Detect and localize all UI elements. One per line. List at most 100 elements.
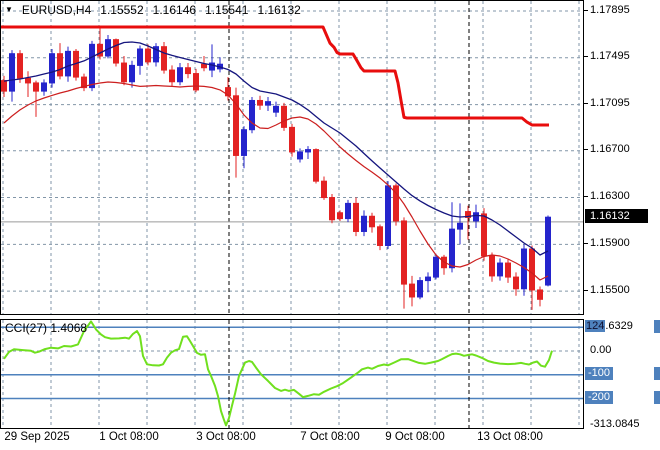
cci-max-label-rest: .6329 bbox=[605, 319, 633, 332]
price-axis-label: 1.15500 bbox=[590, 283, 630, 296]
price-axis-tick bbox=[584, 196, 588, 198]
candle-body bbox=[209, 62, 215, 71]
candle-body bbox=[89, 43, 95, 89]
price-axis-label: 1.16700 bbox=[590, 143, 630, 156]
candle-body bbox=[129, 64, 135, 83]
candle-body bbox=[145, 48, 151, 63]
cci-indicator-label: CCI(27) 1.4068 bbox=[5, 321, 88, 335]
candle-body bbox=[25, 77, 31, 84]
candle-body bbox=[425, 276, 431, 282]
candle-body bbox=[497, 262, 503, 277]
price-axis-label: 1.17495 bbox=[590, 50, 630, 63]
candle-body bbox=[249, 99, 255, 131]
cci-max-label: 124.6329 bbox=[585, 319, 633, 333]
candle-body bbox=[353, 202, 359, 232]
price-axis-label: 1.17895 bbox=[590, 3, 630, 16]
candle-body bbox=[505, 262, 511, 278]
sar-step-line bbox=[1, 25, 549, 127]
candle-body bbox=[361, 215, 367, 232]
ma-slow-line bbox=[3, 41, 549, 256]
chart-header: ▼ EURUSD,H4 1.15552 1.16146 1.15541 1.16… bbox=[5, 3, 301, 17]
candle-body bbox=[513, 276, 519, 290]
candle-body bbox=[81, 76, 87, 89]
candle-body bbox=[321, 180, 327, 199]
ma-fast-line bbox=[3, 81, 549, 281]
candle-body bbox=[265, 101, 271, 106]
cci-line bbox=[3, 320, 553, 427]
candle-body bbox=[17, 53, 23, 79]
price-axis-label: 1.17095 bbox=[590, 97, 630, 110]
main-chart-pane bbox=[0, 0, 584, 315]
candle-body bbox=[385, 185, 391, 247]
cci-level-edge-tick bbox=[654, 367, 660, 381]
cci-level-edge-tick bbox=[654, 391, 660, 404]
candle-body bbox=[297, 151, 303, 160]
time-axis[interactable]: 29 Sep 2025 1 Oct 08:00 3 Oct 08:00 7 Oct 0… bbox=[0, 429, 660, 449]
time-axis-label: 7 Oct 08:00 bbox=[300, 431, 360, 443]
candle-body bbox=[65, 50, 71, 77]
price-axis-tick bbox=[584, 289, 588, 291]
candle-body bbox=[257, 99, 263, 106]
price-axis-tick bbox=[584, 56, 588, 58]
cci-level-minus200-badge: -200 bbox=[585, 391, 614, 404]
price-axis[interactable]: 1.17895 1.17495 1.17095 1.16700 1.16300 1.159… bbox=[584, 0, 660, 430]
candle-body bbox=[9, 53, 15, 92]
price-axis-label: 1.16300 bbox=[590, 190, 630, 203]
cci-zero-label: 0.00 bbox=[590, 343, 612, 356]
candle-body bbox=[1, 80, 7, 92]
open-value: 1.15552 bbox=[100, 3, 144, 17]
candle-body bbox=[481, 213, 487, 257]
low-value: 1.15541 bbox=[205, 3, 249, 17]
candle-body bbox=[289, 126, 295, 153]
candle-body bbox=[233, 95, 239, 156]
cci-level-100-badge: 124 bbox=[585, 319, 606, 332]
cci-min-label: -313.0845 bbox=[590, 417, 640, 430]
candle-body bbox=[393, 185, 399, 222]
price-axis-tick bbox=[584, 149, 588, 151]
price-axis-tick bbox=[584, 103, 588, 105]
symbol-period-label: EURUSD,H4 bbox=[21, 3, 92, 17]
cci-chart-canvas[interactable] bbox=[1, 320, 583, 428]
candle-body bbox=[201, 63, 207, 69]
candle-body bbox=[537, 289, 543, 300]
price-axis-tick bbox=[584, 9, 588, 11]
candle-body bbox=[161, 46, 167, 71]
candle-body bbox=[457, 222, 463, 230]
candle-body bbox=[57, 53, 63, 77]
candle-body bbox=[137, 48, 143, 66]
candle-body bbox=[193, 73, 199, 91]
candle-body bbox=[433, 256, 439, 278]
candle-body bbox=[313, 149, 319, 182]
candle-body bbox=[529, 248, 535, 291]
candle-body bbox=[273, 105, 279, 113]
candle-body bbox=[49, 53, 55, 84]
candle-body bbox=[377, 226, 383, 247]
candle-body bbox=[337, 212, 343, 220]
time-axis-label: 1 Oct 08:00 bbox=[99, 431, 159, 443]
candle-body bbox=[121, 62, 127, 83]
price-axis-tick bbox=[584, 242, 588, 244]
time-axis-label: 3 Oct 08:00 bbox=[196, 431, 256, 443]
candle-body bbox=[369, 215, 375, 228]
candle-body bbox=[113, 39, 119, 64]
price-chart-canvas[interactable] bbox=[1, 1, 583, 314]
current-price-badge: 1.16132 bbox=[585, 209, 648, 224]
cci-level-edge-tick bbox=[654, 319, 660, 333]
candle-body bbox=[345, 202, 351, 220]
candle-body bbox=[401, 220, 407, 285]
candle-body bbox=[153, 46, 159, 63]
candle-body bbox=[465, 211, 471, 218]
time-axis-label: 13 Oct 08:00 bbox=[477, 431, 543, 443]
candle-body bbox=[185, 67, 191, 75]
candle-body bbox=[473, 212, 479, 222]
candle-body bbox=[41, 82, 47, 92]
candle-body bbox=[33, 82, 39, 92]
candle-body bbox=[281, 105, 287, 128]
candle-body bbox=[177, 67, 183, 83]
chart-menu-icon[interactable]: ▼ bbox=[5, 5, 13, 14]
time-axis-label: 9 Oct 08:00 bbox=[385, 431, 445, 443]
cci-level-minus100-badge: -100 bbox=[585, 367, 614, 381]
candle-body bbox=[489, 255, 495, 277]
candle-body bbox=[417, 280, 423, 298]
